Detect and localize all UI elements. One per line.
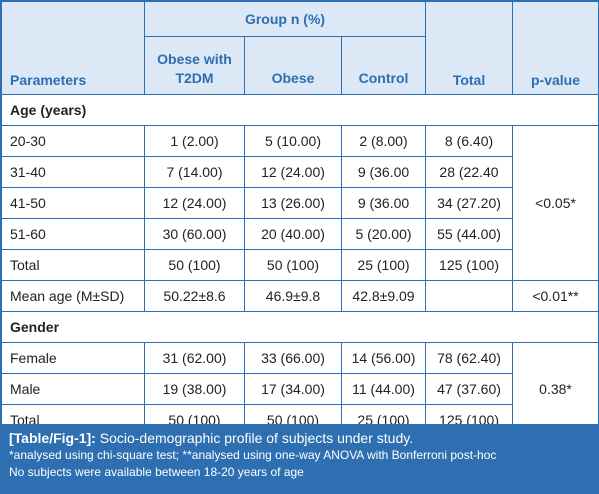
table-row: 41-50 12 (24.00) 13 (26.00) 9 (36.00 34 … [1,187,599,219]
section-age: Age (years) [0,94,599,126]
gender-pvalue: 0.38* [512,342,599,436]
header-total: Total [425,1,514,95]
age-pvalue: <0.05* [512,125,599,281]
header-obese-t2dm: Obese with T2DM [144,36,245,95]
section-gender: Gender [0,311,599,343]
header-obese: Obese [244,36,342,95]
table-row: Female 31 (62.00) 33 (66.00) 14 (56.00) … [1,342,599,436]
table-row: Male 19 (38.00) 17 (34.00) 11 (44.00) 47… [1,373,599,405]
caption-text: Socio-demographic profile of subjects un… [99,430,414,446]
mean-age-pvalue: <0.01** [512,280,599,312]
table-row: 51-60 30 (60.00) 20 (40.00) 5 (20.00) 55… [1,218,599,250]
header-pvalue: p-value [512,1,599,95]
caption-label: [Table/Fig-1]: [9,430,96,446]
table-row: Total 50 (100) 50 (100) 25 (100) 125 (10… [1,249,599,281]
table-row: 20-30 1 (2.00) 5 (10.00) 2 (8.00) 8 (6.4… [1,125,599,281]
header-control: Control [340,36,427,95]
header-parameters: Parameters [1,1,145,95]
table-caption: [Table/Fig-1]: Socio-demographic profile… [1,424,598,493]
caption-title: [Table/Fig-1]: Socio-demographic profile… [9,430,590,447]
data-table: Parameters Group n (%) Total p-value Obe… [0,1,599,436]
caption-note-2: No subjects were available between 18-20… [9,465,304,479]
table-row-mean-age: Mean age (M±SD) 50.22±8.6 46.9±9.8 42.8±… [1,280,599,312]
caption-note-1: *analysed using chi-square test; **analy… [9,448,497,462]
header-group: Group n (%) [143,1,427,37]
table-row: 31-40 7 (14.00) 12 (24.00) 9 (36.00 28 (… [1,156,599,188]
